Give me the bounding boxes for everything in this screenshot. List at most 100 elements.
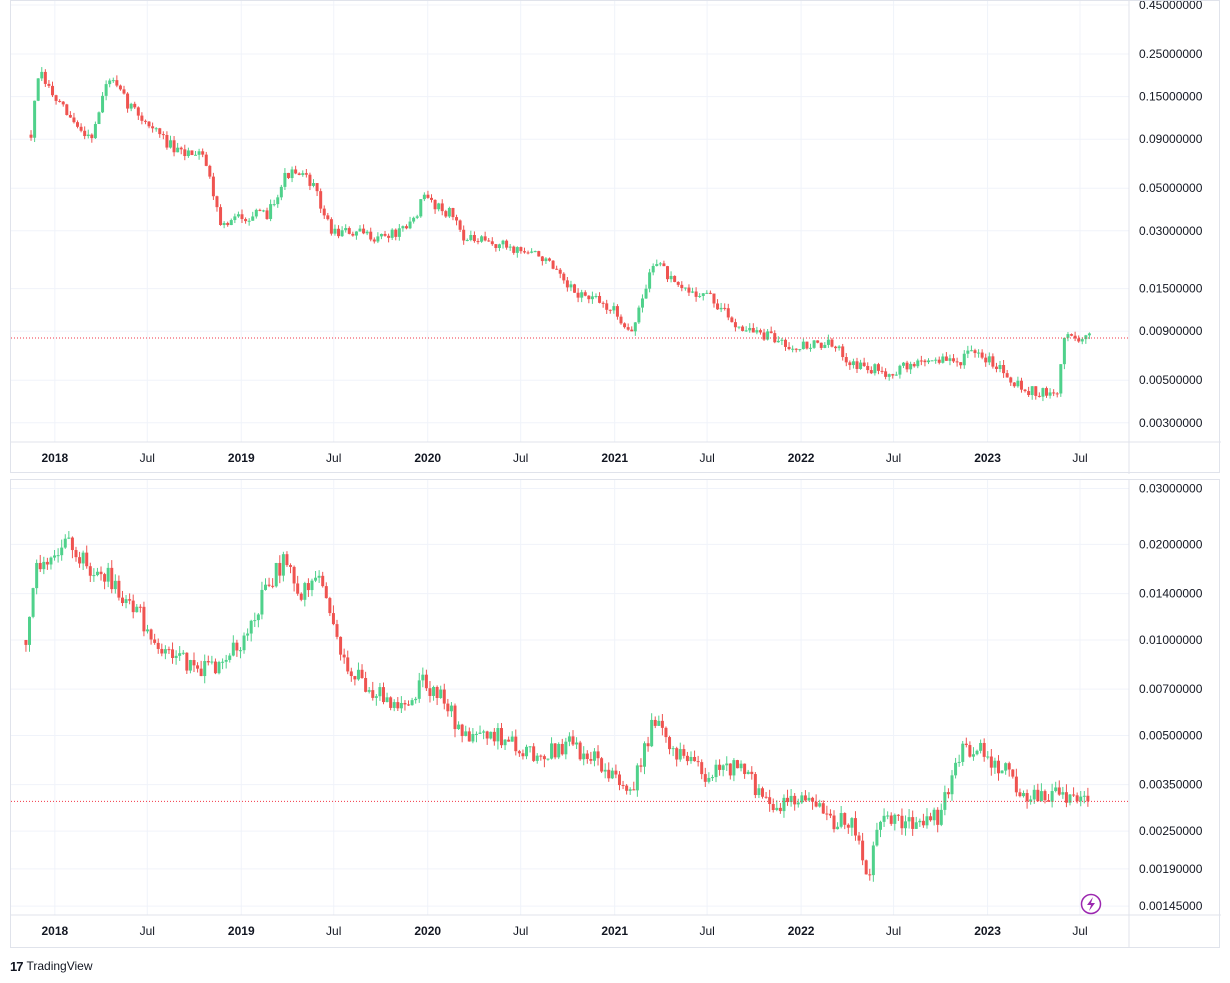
- candle-body: [714, 764, 718, 778]
- candle-body: [179, 147, 183, 150]
- candle-body: [333, 228, 337, 234]
- candle-body: [1016, 380, 1020, 387]
- candle-body: [894, 374, 898, 376]
- candle-body: [929, 816, 933, 821]
- candle-body: [381, 687, 385, 703]
- candle-body: [490, 241, 494, 245]
- candle-body: [708, 292, 712, 294]
- candle-body: [798, 349, 802, 351]
- candle-body: [190, 150, 194, 156]
- candle-body: [372, 239, 376, 242]
- candle-body: [514, 736, 518, 752]
- candle-body: [959, 362, 963, 366]
- candle-body: [1030, 386, 1034, 396]
- candle-body: [603, 769, 607, 772]
- candle-body: [889, 815, 893, 824]
- candle-body: [303, 583, 307, 600]
- candle-body: [596, 751, 600, 759]
- y-axis-tick-label: 0.03000000: [1139, 224, 1203, 238]
- price-chart-pane-bottom[interactable]: 0.03000000 0.02000000 0.01400000 0.01000000…: [10, 479, 1221, 949]
- candle-body: [446, 703, 450, 712]
- lightning-icon[interactable]: [1080, 893, 1102, 915]
- candle-body: [376, 236, 380, 242]
- candle-body: [168, 140, 172, 148]
- candle-body: [261, 210, 265, 212]
- candle-body: [185, 652, 189, 671]
- candle-body: [996, 760, 1000, 774]
- candle-body: [136, 107, 140, 116]
- candle-body: [60, 547, 64, 556]
- candle-body: [167, 649, 171, 651]
- candle-body: [643, 743, 647, 767]
- x-axis-tick-label: 2021: [601, 451, 628, 465]
- x-axis-tick-label: Jul: [513, 924, 528, 938]
- candle-body: [324, 586, 328, 599]
- candle-body: [735, 760, 739, 769]
- candle-body: [700, 762, 704, 775]
- candle-body: [1039, 791, 1043, 802]
- candle-body: [834, 346, 838, 349]
- candle-body: [725, 763, 729, 766]
- candle-body: [969, 350, 973, 352]
- candle-body: [201, 151, 205, 155]
- candle-body: [979, 742, 983, 751]
- candlestick-chart-top[interactable]: 0.45000000 0.25000000 0.15000000 0.09000000…: [11, 1, 1221, 474]
- candle-body: [1036, 789, 1040, 802]
- candle-body: [991, 356, 995, 367]
- candle-body: [744, 330, 748, 332]
- candle-body: [396, 702, 400, 709]
- candle-body: [971, 754, 975, 757]
- candle-body: [880, 370, 884, 372]
- candle-body: [483, 236, 487, 241]
- candle-body: [528, 746, 532, 748]
- candle-body: [680, 284, 684, 289]
- candle-body: [447, 208, 451, 217]
- candle-body: [668, 737, 672, 750]
- candle-body: [340, 230, 344, 237]
- candle-body: [249, 620, 253, 634]
- candle-body: [1014, 776, 1018, 793]
- candle-body: [143, 120, 147, 122]
- candle-body: [117, 580, 121, 598]
- candle-body: [194, 154, 198, 156]
- candle-body: [315, 183, 319, 192]
- candle-body: [619, 316, 623, 324]
- candlestick-chart-bottom[interactable]: 0.03000000 0.02000000 0.01400000 0.01000000…: [11, 480, 1221, 949]
- candle-body: [615, 306, 619, 317]
- candle-body: [812, 340, 816, 348]
- x-axis-tick-label: Jul: [1072, 451, 1087, 465]
- candle-body: [146, 629, 150, 632]
- candle-body: [507, 739, 511, 742]
- candle-body: [49, 557, 53, 565]
- candle-body: [1027, 391, 1031, 396]
- candle-body: [936, 809, 940, 825]
- candle-body: [573, 284, 577, 293]
- candle-body: [783, 339, 787, 347]
- candle-body: [864, 860, 868, 875]
- candle-body: [664, 727, 668, 738]
- candle-body: [217, 662, 221, 674]
- candle-body: [72, 117, 76, 123]
- candle-body: [948, 358, 952, 361]
- candle-body: [258, 209, 262, 211]
- candle-body: [510, 736, 514, 742]
- candle-body: [601, 302, 605, 304]
- candle-body: [560, 743, 564, 755]
- candles-bottom: [24, 531, 1090, 882]
- candle-body: [816, 340, 820, 343]
- candle-body: [683, 287, 687, 289]
- candle-body: [818, 803, 822, 807]
- candle-body: [279, 186, 283, 198]
- candle-body: [356, 669, 360, 680]
- candle-body: [296, 583, 300, 594]
- candle-body: [1032, 789, 1036, 800]
- candle-body: [435, 686, 439, 698]
- x-axis-tick-label: 2019: [228, 924, 255, 938]
- price-chart-pane-top[interactable]: 0.45000000 0.25000000 0.15000000 0.09000000…: [10, 0, 1221, 474]
- candle-body: [65, 104, 69, 115]
- tradingview-attribution[interactable]: 17 TradingView: [10, 957, 93, 975]
- candle-body: [453, 705, 457, 730]
- candle-body: [90, 134, 94, 139]
- candle-body: [281, 554, 285, 576]
- candle-body: [233, 216, 237, 221]
